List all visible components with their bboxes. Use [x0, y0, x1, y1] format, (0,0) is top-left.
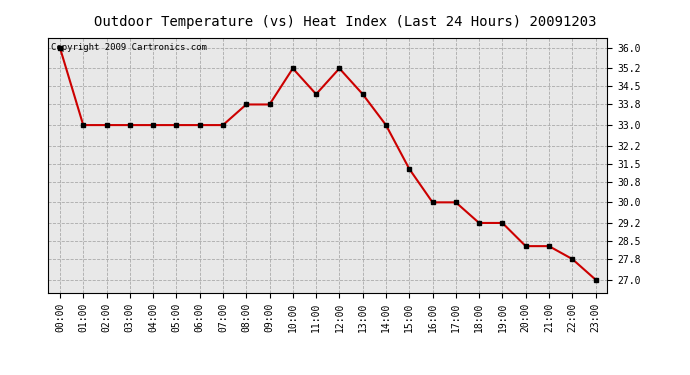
Text: Outdoor Temperature (vs) Heat Index (Last 24 Hours) 20091203: Outdoor Temperature (vs) Heat Index (Las… — [94, 15, 596, 29]
Text: Copyright 2009 Cartronics.com: Copyright 2009 Cartronics.com — [51, 43, 207, 52]
